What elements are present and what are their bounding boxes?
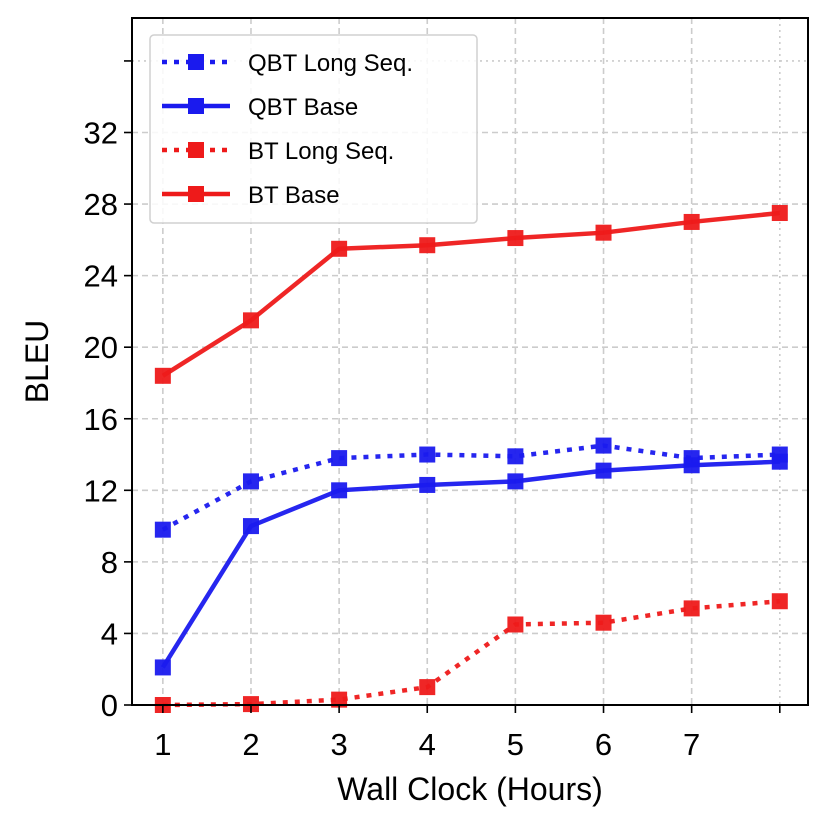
y-tick-label: 28 [84,187,118,222]
x-tick-label: 6 [595,727,612,762]
data-point [331,482,348,499]
y-tick-label: 16 [84,402,118,437]
legend-item: BT Base [162,182,340,209]
data-point [331,691,348,708]
legend-label: BT Long Seq. [248,138,394,165]
series-line [162,598,780,708]
legend-box [149,34,478,224]
legend-label: QBT Long Seq. [248,50,413,77]
series-line [160,459,780,669]
data-point [419,237,436,254]
y-tick-label: 24 [84,259,118,294]
data-point [419,446,436,463]
legend-marker [188,186,204,202]
series-bt-long-seq [154,593,788,713]
series-qbt-base [154,453,788,676]
x-tick-label: 3 [330,727,347,762]
y-tick-label: 20 [84,330,118,365]
series-line [161,443,780,532]
data-point [419,476,436,493]
data-point [154,659,171,676]
data-point [507,616,524,633]
y-tick-label: 0 [101,688,118,723]
series-bt-base [154,205,788,384]
data-point [331,240,348,257]
x-tick-label: 2 [242,727,259,762]
data-point [595,224,612,241]
series-line [161,210,781,378]
data-point [771,593,788,610]
y-tick-label: 4 [101,616,118,651]
y-tick-label: 8 [101,545,118,580]
x-tick-label: 1 [154,727,171,762]
data-point [683,457,700,474]
y-tick-label: 12 [84,473,118,508]
legend-marker [188,54,204,70]
legend-item: QBT Base [162,94,358,121]
legend: QBT Long Seq. QBT Base BT Long Seq. BT Base [149,34,478,224]
data-point [683,213,700,230]
data-point [771,453,788,470]
data-point [771,205,788,222]
x-tick-label: 4 [419,727,436,762]
data-point [595,462,612,479]
series-layer [154,205,788,713]
data-point [595,614,612,631]
data-point [507,230,524,247]
data-point [242,473,259,490]
legend-item: BT Long Seq. [162,138,394,165]
legend-marker [188,98,204,114]
x-axis-label: Wall Clock (Hours) [337,771,603,807]
y-axis-label: BLEU [19,320,55,404]
legend-label: BT Base [248,182,340,209]
legend-marker [188,142,204,158]
plot-frame [131,17,809,706]
data-point [242,518,259,535]
data-point [419,679,436,696]
data-point [507,473,524,490]
y-tick-label: 32 [84,116,118,151]
legend-item: QBT Long Seq. [162,50,413,77]
data-point [507,448,524,465]
data-point [154,367,171,384]
data-point [331,450,348,467]
x-tick-label: 7 [683,727,700,762]
data-point [242,312,259,329]
data-point [595,437,612,454]
legend-label: QBT Base [248,94,358,121]
x-tick-label: 5 [507,727,524,762]
data-point [154,521,171,538]
data-point [683,600,700,617]
